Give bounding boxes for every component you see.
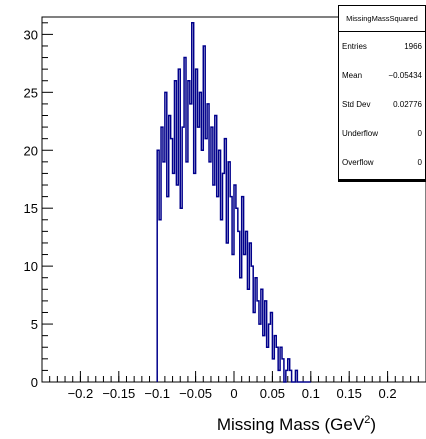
stats-label: Mean	[342, 71, 363, 80]
x-axis-title-superscript: 2	[364, 414, 370, 426]
x-tick-label: 0.15	[337, 386, 362, 401]
y-tick-label: 5	[31, 317, 38, 332]
stats-label: Overflow	[342, 158, 374, 167]
y-tick-label: 30	[24, 27, 38, 42]
stats-rows: Entries 1966 Mean −0.05434 Std Dev 0.02776 Und…	[339, 32, 425, 177]
stats-box: MissingMassSquared Entries 1966 Mean −0.054…	[338, 5, 426, 180]
x-tick-label: 0.05	[260, 386, 285, 401]
stats-value: 1966	[404, 42, 422, 51]
x-axis-title: Missing Mass (GeV2)	[217, 414, 376, 434]
y-tick-label: 0	[31, 375, 38, 390]
stats-row: Mean −0.05434	[339, 61, 425, 90]
x-tick-label: 0.2	[379, 386, 397, 401]
x-tick-label: −0.05	[179, 386, 212, 401]
x-tick-label: −0.1	[144, 386, 170, 401]
x-axis-ticks: −0.2 −0.15 −0.1 −0.05 0 0.05 0.1 0.15 0.2	[41, 371, 419, 401]
y-tick-label: 15	[24, 201, 38, 216]
stats-value: −0.05434	[388, 71, 422, 80]
stats-value: 0	[417, 129, 422, 138]
stats-row: Underflow 0	[339, 119, 425, 148]
histogram-series	[156, 22, 311, 383]
stats-label: Entries	[342, 42, 367, 51]
y-axis-ticks: 0 5 10 15 20 25 30	[24, 22, 53, 390]
y-tick-label: 20	[24, 143, 38, 158]
stats-row: Entries 1966	[339, 32, 425, 61]
y-tick-label: 25	[24, 85, 38, 100]
stats-value: 0	[417, 158, 422, 167]
x-tick-label: 0	[230, 386, 237, 401]
x-tick-label: 0.1	[302, 386, 320, 401]
stats-value: 0.02776	[393, 100, 422, 109]
y-tick-label: 10	[24, 259, 38, 274]
stats-row: Std Dev 0.02776	[339, 90, 425, 119]
stats-title: MissingMassSquared	[339, 6, 425, 32]
x-axis-title-close: )	[370, 415, 376, 434]
stats-label: Std Dev	[342, 100, 371, 109]
stats-label: Underflow	[342, 129, 379, 138]
x-tick-label: −0.15	[102, 386, 135, 401]
x-axis-title-main: Missing Mass (GeV	[217, 415, 365, 434]
x-tick-label: −0.2	[68, 386, 94, 401]
stats-row: Overflow 0	[339, 148, 425, 177]
